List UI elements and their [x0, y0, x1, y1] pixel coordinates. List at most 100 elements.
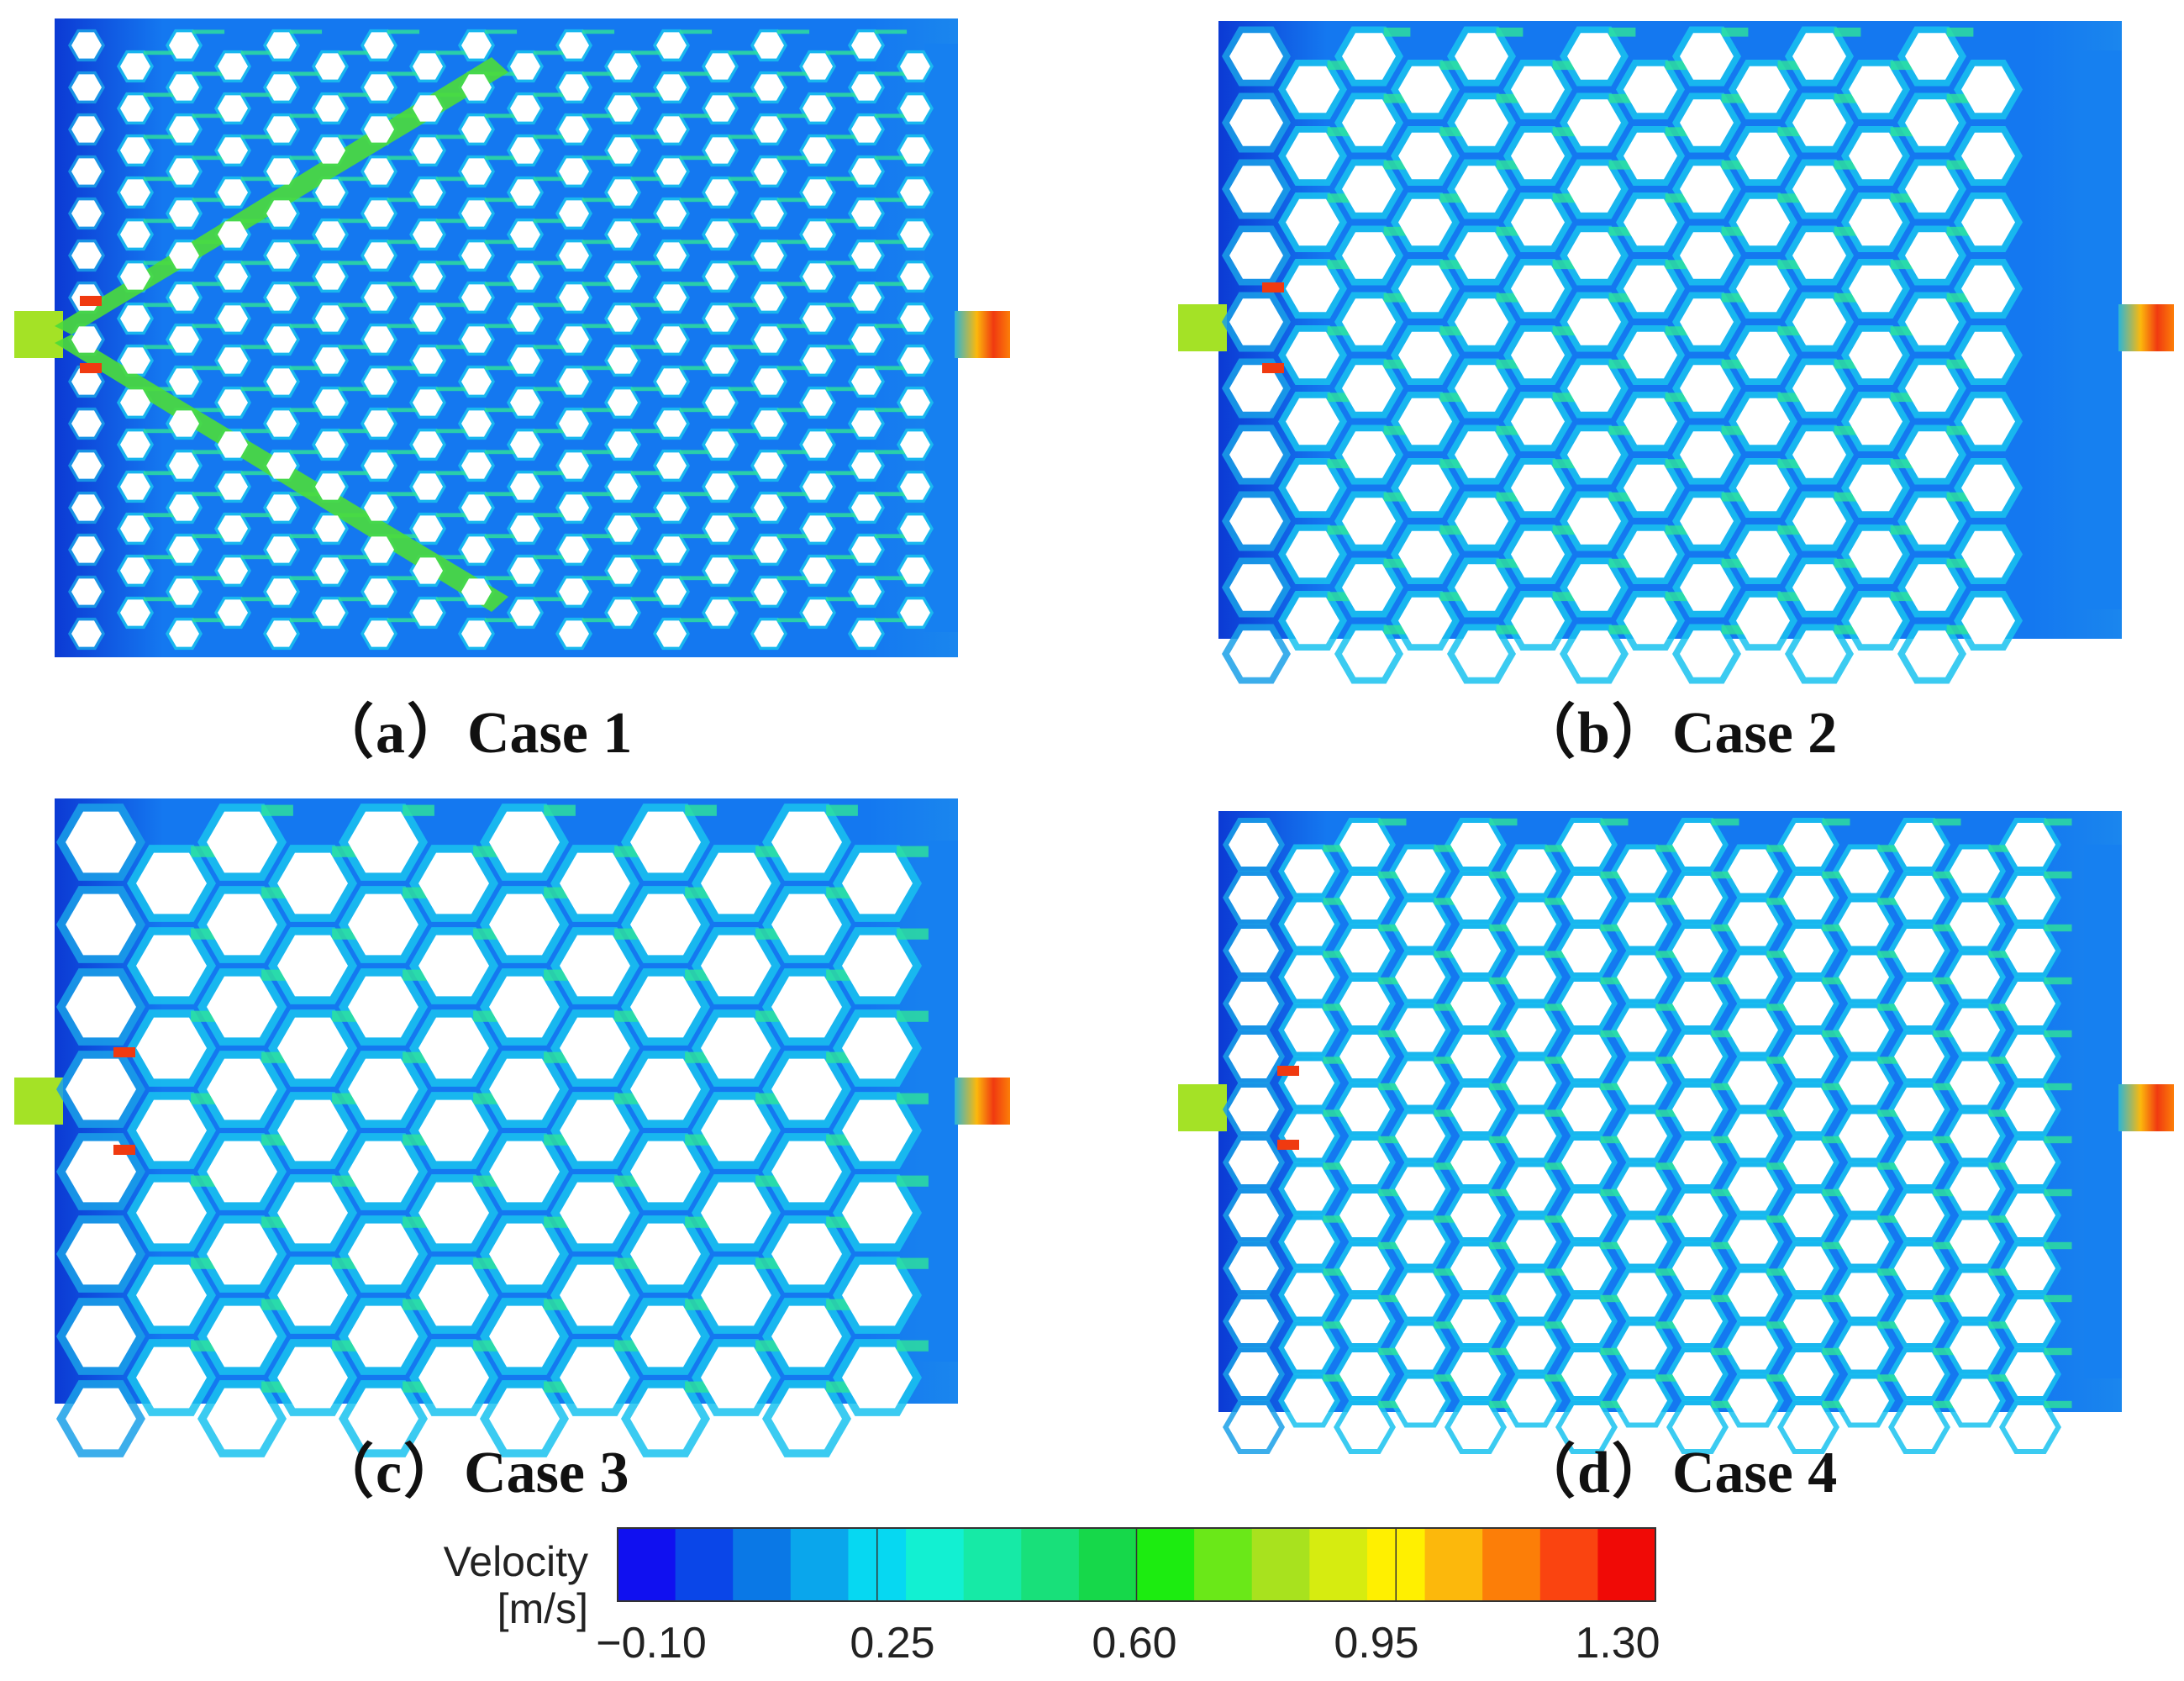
- hex-pin: [1849, 331, 1902, 379]
- fast-streak: [1323, 1162, 1351, 1170]
- hex-pin: [1398, 530, 1452, 578]
- hex-pin: [630, 1058, 701, 1120]
- hex-pin: [560, 1017, 630, 1079]
- fast-streak: [1711, 818, 1739, 826]
- fast-streak: [897, 1340, 929, 1352]
- hex-pin: [1792, 33, 1846, 80]
- hex-pin: [266, 494, 297, 521]
- hex-pin: [1567, 99, 1621, 146]
- fast-streak: [1439, 127, 1467, 137]
- hex-pin: [510, 305, 540, 332]
- hex-pin: [705, 263, 735, 290]
- hex-pin: [900, 389, 930, 416]
- hex-pin: [461, 284, 492, 311]
- fast-streak: [1933, 1030, 1961, 1038]
- hex-pin: [1905, 498, 1959, 545]
- hex-pin: [559, 116, 589, 143]
- fast-streak: [1378, 1400, 1407, 1409]
- hex-pin: [1567, 33, 1621, 80]
- hex-pin: [413, 557, 443, 584]
- hex-pin: [71, 494, 102, 521]
- hex-pin: [136, 1182, 207, 1244]
- hex-pin: [1672, 929, 1723, 972]
- hex-pin: [1672, 1405, 1723, 1449]
- fast-streak: [2044, 1347, 2072, 1356]
- hex-pin: [510, 515, 540, 542]
- fast-streak: [143, 429, 176, 434]
- hex-pin: [842, 1017, 913, 1079]
- fast-streak: [1655, 898, 1684, 905]
- fast-streak: [1946, 160, 1974, 170]
- fast-streak: [874, 618, 908, 623]
- hex-pin: [1286, 265, 1339, 313]
- caption-case-1: （a）Case 1: [315, 704, 632, 763]
- fast-streak: [1383, 425, 1411, 435]
- fast-streak: [1323, 1268, 1351, 1276]
- inlet-pipe: [1178, 304, 1227, 351]
- fast-streak: [387, 71, 420, 76]
- hex-pin: [510, 431, 540, 458]
- fast-streak: [874, 113, 908, 119]
- hex-pin: [1229, 630, 1283, 677]
- hex-pin: [1728, 1378, 1778, 1423]
- hex-pin: [559, 368, 589, 395]
- hex-pin: [1450, 1141, 1501, 1184]
- hex-pin: [461, 74, 492, 101]
- fast-streak: [2044, 1400, 2072, 1409]
- hex-pin: [207, 1305, 277, 1367]
- hex-pin: [1961, 198, 2015, 246]
- hex-pin: [608, 431, 638, 458]
- hex-pin: [656, 284, 687, 311]
- hex-pin: [900, 557, 930, 584]
- fast-streak: [1933, 818, 1961, 826]
- hex-pin: [418, 1099, 489, 1162]
- hex-pin: [851, 242, 881, 269]
- hex-pin: [364, 116, 394, 143]
- hex-pin: [207, 1058, 277, 1120]
- hex-pin: [900, 473, 930, 500]
- fast-streak: [338, 92, 371, 97]
- fast-streak: [1378, 1347, 1407, 1356]
- fast-streak: [679, 366, 713, 371]
- hex-pin: [842, 1182, 913, 1244]
- hex-pin: [1961, 530, 2015, 578]
- hex-pin: [266, 32, 297, 59]
- hex-pin: [1783, 1194, 1834, 1237]
- hex-pin: [1905, 365, 1959, 412]
- fast-streak: [728, 50, 761, 55]
- hex-pin: [1284, 1273, 1334, 1317]
- fast-streak: [1600, 1241, 1629, 1250]
- fast-streak: [1711, 1188, 1739, 1197]
- colorbar-swatch: [1078, 1528, 1138, 1601]
- fast-streak: [825, 513, 859, 518]
- fast-streak: [1552, 326, 1580, 336]
- hex-pin: [315, 389, 345, 416]
- hex-pin: [348, 1305, 418, 1367]
- fast-streak: [143, 345, 176, 350]
- outlet-pipe: [2118, 304, 2174, 351]
- hex-pin: [461, 158, 492, 185]
- hex-pin: [1680, 498, 1734, 545]
- legend-title-unit: [m/s]: [497, 1585, 588, 1632]
- fast-streak: [1434, 1057, 1462, 1064]
- fast-streak: [1552, 127, 1580, 137]
- hex-pin: [705, 431, 735, 458]
- hex-pin: [1284, 1167, 1334, 1211]
- fast-streak: [143, 92, 176, 97]
- hex-pin: [120, 53, 150, 80]
- hex-pin: [1783, 1246, 1834, 1290]
- hex-pin: [1894, 1141, 1945, 1184]
- colorbar-tick-label: 0.95: [1334, 1619, 1419, 1668]
- hex-pin: [630, 976, 701, 1038]
- hex-pin: [1395, 1008, 1445, 1052]
- hex-pin: [754, 74, 784, 101]
- fast-streak: [435, 303, 469, 308]
- fast-streak: [192, 71, 225, 76]
- hex-pin: [560, 1099, 630, 1162]
- fast-streak: [1439, 525, 1467, 535]
- hex-pin: [1783, 1035, 1834, 1078]
- hex-pin: [1511, 331, 1565, 379]
- fast-streak: [679, 240, 713, 245]
- hex-pin: [1511, 132, 1565, 180]
- hex-pin: [489, 1141, 560, 1203]
